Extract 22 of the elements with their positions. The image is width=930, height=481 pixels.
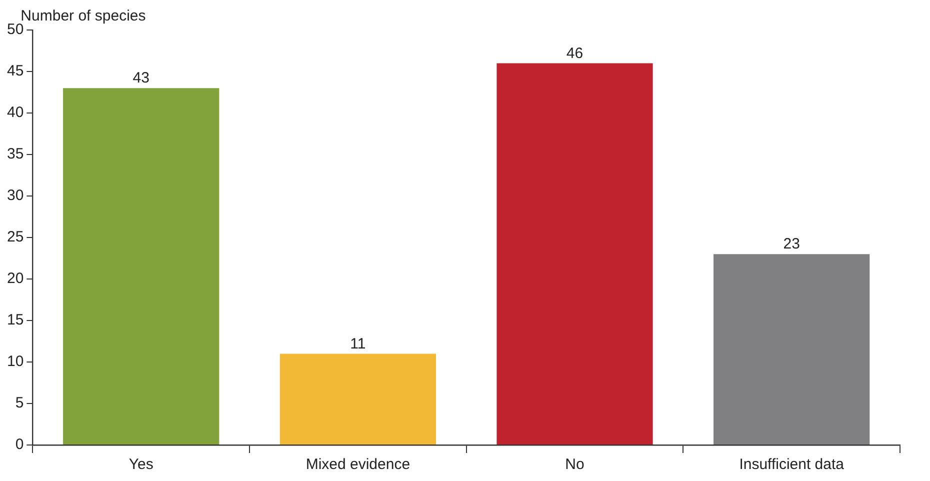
x-tick-label: No [565,456,584,474]
data-label: 43 [132,70,150,87]
data-label: 11 [350,335,366,352]
y-tick-label: 35 [6,146,24,163]
bar [63,88,220,444]
y-tick-label: 5 [15,394,24,412]
x-tick-label: Insufficient data [739,456,845,474]
y-tick-label: 45 [6,62,24,80]
bar [714,254,870,444]
y-tick-label: 10 [6,353,24,370]
data-label: 46 [566,44,584,62]
bar [496,63,653,444]
x-tick-label: Mixed evidence [306,456,410,474]
y-tick-label: 0 [15,436,24,454]
y-tick-label: 25 [6,228,24,246]
data-label: 23 [783,236,800,253]
bar [280,354,436,444]
x-tick-label: Yes [128,456,154,474]
y-tick-label: 40 [6,104,24,122]
y-tick-label: 20 [6,270,24,288]
y-tick-label: 15 [6,312,24,329]
y-tick-label: 30 [6,187,24,204]
